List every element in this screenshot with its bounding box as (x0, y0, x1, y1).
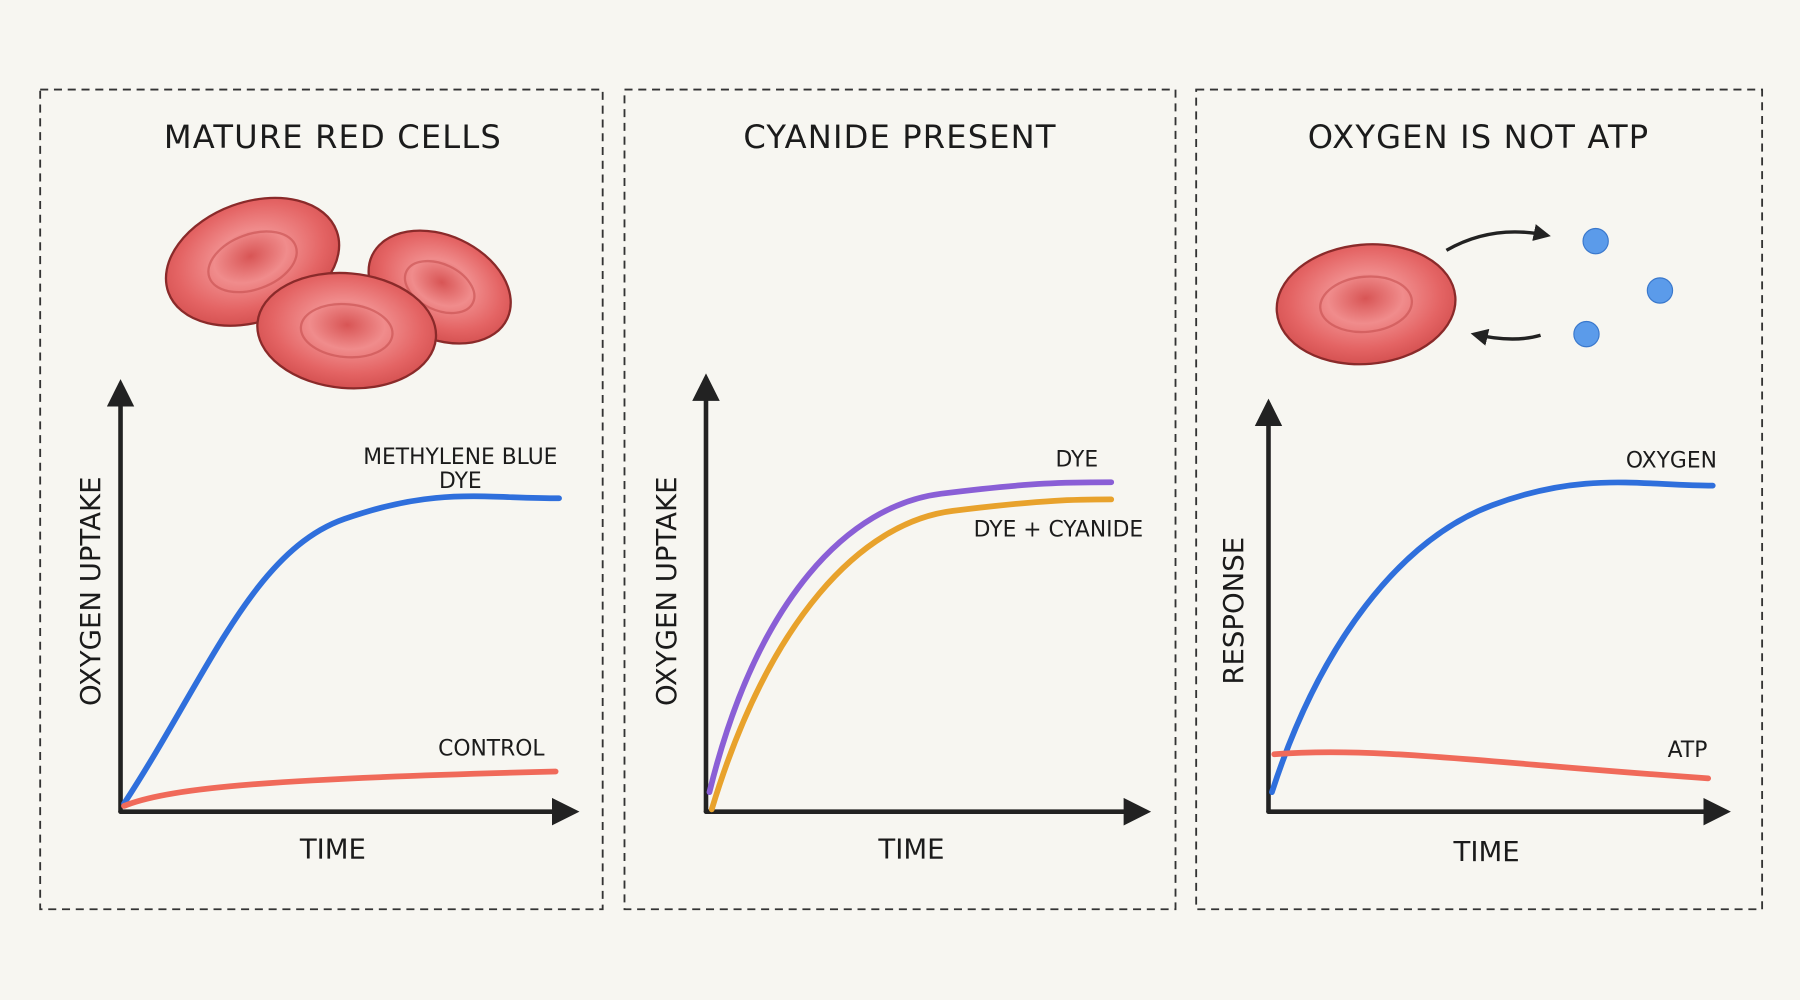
curve-label-line: DYE (439, 469, 482, 494)
curve-label-line: METHYLENE BLUE (363, 445, 557, 470)
oxygen-dot (1646, 277, 1674, 304)
panel-title: MATURE RED CELLS (164, 118, 502, 156)
curve-label-line: DYE + CYANIDE (974, 517, 1143, 542)
panel-frame (623, 88, 1177, 911)
panel: MATURE RED CELLS OXYGEN UPTAKE TIME METH… (39, 88, 604, 911)
panel-title: OXYGEN IS NOT ATP (1308, 118, 1650, 156)
curve-label-line: CONTROL (438, 737, 545, 762)
arrow-in (1470, 328, 1542, 346)
dye-curve (121, 493, 562, 807)
red-cells (164, 196, 512, 390)
panel: CYANIDE PRESENT OXYGEN UPTAKE TIME DYE D… (623, 88, 1177, 911)
curve-label-line: OXYGEN (1626, 449, 1717, 474)
curve-label-line: ATP (1668, 738, 1708, 763)
cell-center (207, 230, 298, 294)
red-cell (256, 271, 438, 390)
curve-label-line: DYE (1055, 447, 1098, 472)
dye-cyanide-curve (708, 496, 1115, 813)
y-axis-label: OXYGEN UPTAKE (651, 477, 683, 707)
x-axis-label: TIME (299, 834, 366, 866)
panel-frame (39, 88, 604, 911)
cell-center (403, 259, 476, 315)
y-axis-label: OXYGEN UPTAKE (75, 477, 107, 707)
atp-curve (1271, 749, 1712, 782)
panel: OXYGEN IS NOT ATP RESPONSE TIME OXYGEN A… (1195, 88, 1764, 911)
cell-center (299, 302, 394, 359)
cell-center (1319, 275, 1414, 334)
curve-label: OXYGEN (1626, 449, 1717, 474)
curve-label: DYE (1055, 447, 1098, 472)
curve-label: ATP (1668, 738, 1708, 763)
curve-label: DYE + CYANIDE (974, 517, 1143, 542)
y-axis-label: RESPONSE (1218, 537, 1250, 685)
oxygen-curve (1269, 479, 1716, 796)
panel-frame (1195, 88, 1764, 911)
x-axis-label: TIME (1453, 836, 1520, 868)
curve-label: CONTROL (438, 737, 545, 762)
red-cell (1275, 243, 1457, 366)
control-curve (121, 768, 559, 809)
arrow-out (1445, 224, 1551, 252)
panel-title: CYANIDE PRESENT (743, 118, 1056, 156)
curve-label: METHYLENE BLUE DYE (363, 445, 557, 494)
oxygen-dot (1573, 320, 1600, 348)
oxygen-dot (1582, 227, 1609, 255)
x-axis-label: TIME (877, 834, 944, 866)
dye-curve (706, 479, 1115, 796)
